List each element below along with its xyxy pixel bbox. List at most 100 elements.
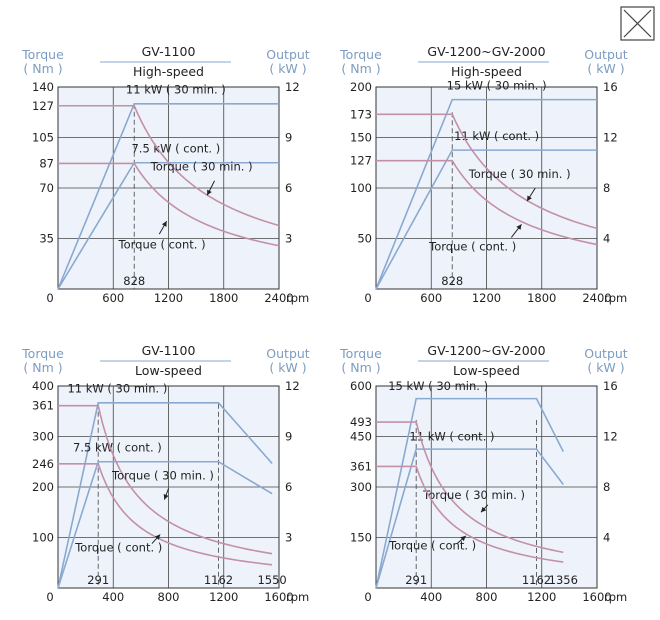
knee-speed-label: 1162 <box>522 573 551 587</box>
y2-tick-label: 6 <box>285 181 292 195</box>
y-tick-label: 493 <box>350 415 372 429</box>
left-axis-title: ( Nm ) <box>23 360 62 375</box>
x-tick-label: 0 <box>364 590 371 604</box>
y-tick-label: 300 <box>32 430 54 444</box>
left-axis-title: ( Nm ) <box>341 360 380 375</box>
base-speed-label: 828 <box>123 274 145 288</box>
annotation-arrowhead <box>207 189 212 196</box>
chart-model-title: GV-1200~GV-2000 <box>427 44 545 59</box>
y-tick-label: 200 <box>32 480 54 494</box>
close-button[interactable] <box>620 6 655 41</box>
torque-curve <box>58 462 273 566</box>
torque-curve <box>58 162 280 247</box>
chart-model-title: GV-1200~GV-2000 <box>427 343 545 358</box>
y2-tick-label: 12 <box>603 430 618 444</box>
x-tick-label: 1800 <box>527 291 556 305</box>
y-tick-label: 246 <box>32 457 54 471</box>
base-speed-label: 291 <box>405 573 427 587</box>
y2-tick-label: 3 <box>285 531 292 545</box>
output-curve <box>57 103 279 290</box>
torque-curve-label: Torque ( cont. ) <box>428 240 516 254</box>
x-unit-label: rpm <box>604 291 627 305</box>
y-tick-label: 100 <box>350 181 372 195</box>
y2-tick-label: 16 <box>603 379 618 393</box>
chart-mode-title: High-speed <box>451 64 522 79</box>
y-tick-label: 150 <box>350 531 372 545</box>
torque-curve-label: Torque ( 30 min. ) <box>150 160 253 174</box>
y-tick-label: 105 <box>32 131 54 145</box>
y-tick-label: 173 <box>350 107 372 121</box>
x-tick-label: 0 <box>46 590 53 604</box>
y-tick-label: 150 <box>350 131 372 145</box>
right-axis-title: ( kW ) <box>587 360 624 375</box>
y2-tick-label: 8 <box>603 480 610 494</box>
annotation-arrowhead <box>516 224 522 230</box>
output-curve-label: 11 kW ( 30 min. ) <box>67 382 167 396</box>
x-tick-label: 0 <box>46 291 53 305</box>
y-tick-label: 127 <box>350 154 372 168</box>
y-tick-label: 400 <box>32 379 54 393</box>
output-curve <box>375 397 565 589</box>
x-tick-label: 2400 <box>582 291 611 305</box>
annotation-arrowhead <box>161 221 167 227</box>
close-icon[interactable] <box>623 9 652 38</box>
output-curve <box>375 149 597 290</box>
x-tick-label: 800 <box>476 590 498 604</box>
torque-curve-label: Torque ( 30 min. ) <box>422 488 525 502</box>
left-axis-title: Torque <box>339 346 382 361</box>
y-tick-label: 600 <box>350 379 372 393</box>
y-tick-label: 127 <box>32 99 54 113</box>
plot-frame <box>375 86 598 290</box>
y-tick-label: 87 <box>39 156 54 170</box>
y2-tick-label: 9 <box>285 430 292 444</box>
x-tick-label: 1200 <box>527 590 556 604</box>
left-axis-title: Torque <box>21 47 64 62</box>
output-curve <box>57 460 273 589</box>
knee-speed-label: 1162 <box>204 573 233 587</box>
y-tick-label: 361 <box>32 399 54 413</box>
chart-model-title: GV-1100 <box>142 44 196 59</box>
chart-4: GV-1200~GV-2000 Low-speed Torque( Nm ) Outp… <box>339 343 628 604</box>
right-axis-title: Output <box>584 47 628 62</box>
y-tick-label: 450 <box>350 430 372 444</box>
annotation-arrowhead <box>154 534 161 540</box>
output-curve-label: 7.5 kW ( cont. ) <box>131 142 220 156</box>
y-tick-label: 50 <box>357 232 372 246</box>
annotation-arrowhead <box>163 494 169 500</box>
y-tick-label: 361 <box>350 459 372 473</box>
x-unit-label: rpm <box>604 590 627 604</box>
y-tick-label: 200 <box>350 80 372 94</box>
torque-curve-label: Torque ( 30 min. ) <box>111 468 214 482</box>
torque-curve <box>58 404 273 555</box>
y-tick-label: 70 <box>39 181 54 195</box>
y2-tick-label: 9 <box>285 131 292 145</box>
x-tick-label: 1200 <box>472 291 501 305</box>
x-tick-label: 1600 <box>582 590 611 604</box>
right-axis-title: ( kW ) <box>269 61 306 76</box>
output-curve <box>57 402 273 589</box>
right-axis-title: Output <box>266 346 310 361</box>
y2-tick-label: 12 <box>285 80 300 94</box>
base-speed-label: 828 <box>441 274 463 288</box>
chart-3: GV-1100 Low-speed Torque( Nm ) Output( kW )… <box>21 343 310 604</box>
x-tick-label: 1800 <box>209 291 238 305</box>
right-axis-title: ( kW ) <box>269 360 306 375</box>
y2-tick-label: 4 <box>603 531 610 545</box>
torque-curve-label: Torque ( 30 min. ) <box>468 167 571 181</box>
x-tick-label: 800 <box>158 590 180 604</box>
output-curve-label: 11 kW ( cont. ) <box>409 429 494 443</box>
y-tick-label: 100 <box>32 531 54 545</box>
torque-curve <box>376 421 564 554</box>
x-tick-label: 1200 <box>154 291 183 305</box>
left-axis-title: Torque <box>21 346 64 361</box>
torque-curve-label: Torque ( cont. ) <box>74 541 162 555</box>
x-tick-label: 1600 <box>264 590 293 604</box>
left-axis-title: ( Nm ) <box>341 61 380 76</box>
y2-tick-label: 4 <box>603 232 610 246</box>
chart-mode-title: High-speed <box>133 64 204 79</box>
x-unit-label: rpm <box>286 590 309 604</box>
y2-tick-label: 12 <box>603 131 618 145</box>
output-curve-label: 7.5 kW ( cont. ) <box>73 441 162 455</box>
chart-mode-title: Low-speed <box>453 363 520 378</box>
